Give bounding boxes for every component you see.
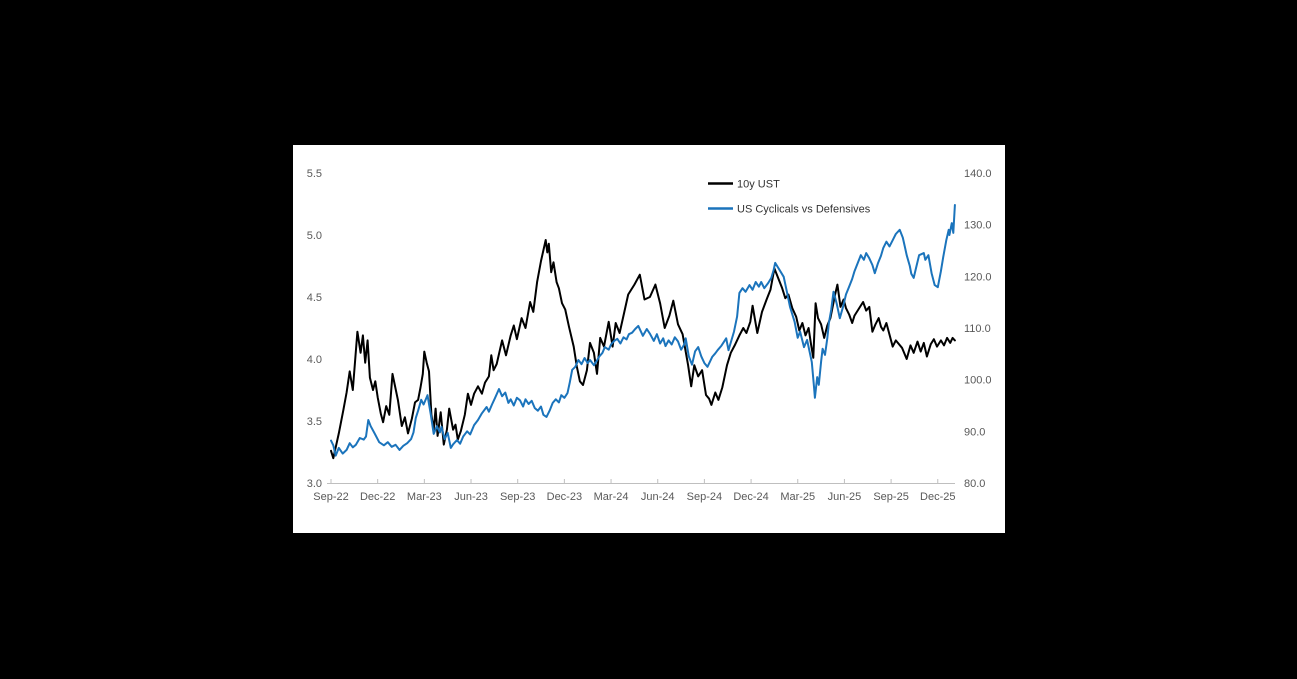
dual-axis-line-chart: Sep-22 Dec-22 Mar-23 Jun-23 Sep-23 Dec-23 Mar-…	[307, 168, 992, 503]
left-axis-tick-label: 3.5	[307, 416, 322, 428]
chart-legend: 10y UST US Cyclicals vs Defensives	[708, 179, 871, 216]
left-axis-tick-label: 4.5	[307, 292, 322, 304]
right-axis-tick-label: 90.0	[964, 426, 985, 438]
series-layer	[330, 204, 956, 460]
series-line-us-cyclicals-vs-defensives	[330, 204, 956, 457]
axes-layer: Sep-22 Dec-22 Mar-23 Jun-23 Sep-23 Dec-23 Mar-…	[307, 168, 992, 503]
x-axis-tick-label: Dec-24	[733, 491, 768, 503]
right-axis-tick-label: 140.0	[964, 168, 992, 180]
right-axis-tick-label: 100.0	[964, 375, 992, 387]
right-axis-tick-label: 130.0	[964, 220, 992, 232]
x-axis-tick-label: Sep-24	[687, 491, 722, 503]
x-axis-tick-label: Mar-23	[407, 491, 442, 503]
series-line-10y-ust	[330, 239, 956, 460]
x-axis-tick-label: Mar-24	[594, 491, 629, 503]
legend-label-10y-ust: 10y UST	[737, 179, 780, 191]
chart-panel: Sep-22 Dec-22 Mar-23 Jun-23 Sep-23 Dec-23 Mar-…	[293, 145, 1005, 533]
left-axis-tick-label: 5.0	[307, 230, 322, 242]
x-axis-tick-label: Dec-23	[547, 491, 582, 503]
x-axis-tick-label: Jun-25	[828, 491, 862, 503]
x-axis-tick-label: Sep-25	[873, 491, 908, 503]
right-axis-tick-label: 110.0	[964, 323, 991, 335]
x-axis-tick-label: Jun-23	[454, 491, 488, 503]
left-axis-tick-label: 4.0	[307, 354, 322, 366]
x-axis-tick-label: Mar-25	[780, 491, 815, 503]
x-axis-tick-label: Dec-25	[920, 491, 955, 503]
x-axis-tick-label: Jun-24	[641, 491, 675, 503]
left-axis-tick-label: 5.5	[307, 168, 322, 180]
legend-label-cyclicals-vs-defensives: US Cyclicals vs Defensives	[737, 204, 871, 216]
x-axis-tick-label: Sep-22	[313, 491, 348, 503]
left-axis-tick-label: 3.0	[307, 478, 322, 490]
x-axis-tick-label: Sep-23	[500, 491, 535, 503]
right-axis-tick-label: 80.0	[964, 478, 985, 490]
x-axis-tick-label: Dec-22	[360, 491, 395, 503]
right-axis-tick-label: 120.0	[964, 271, 992, 283]
